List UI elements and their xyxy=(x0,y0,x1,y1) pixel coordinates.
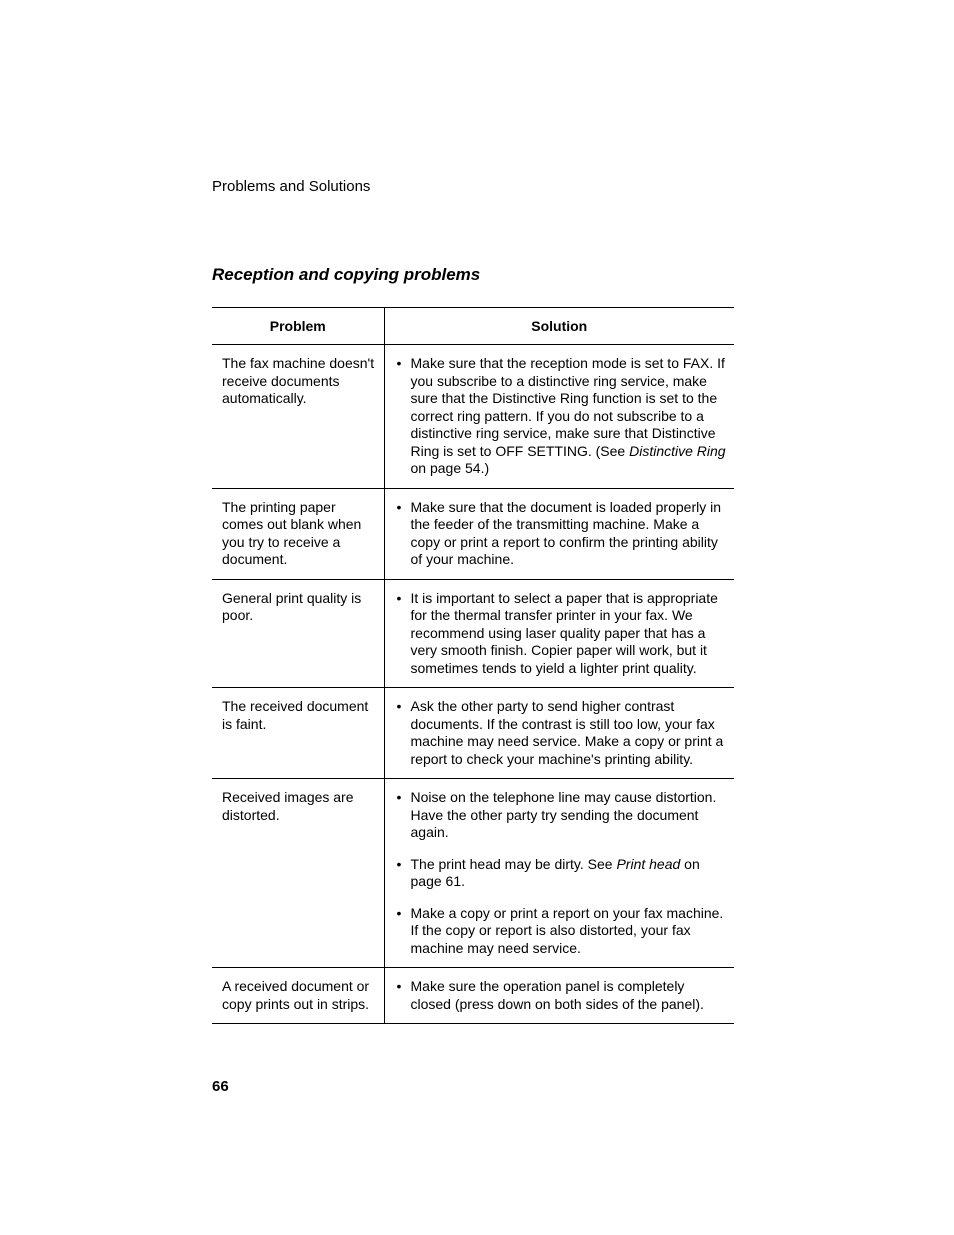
solution-cell: Make sure that the document is loaded pr… xyxy=(384,488,734,579)
solution-cell: Make sure the operation panel is complet… xyxy=(384,968,734,1024)
solution-item: Noise on the telephone line may cause di… xyxy=(395,789,727,842)
problem-cell: The fax machine doesn't receive document… xyxy=(212,345,384,489)
problem-cell: The printing paper comes out blank when … xyxy=(212,488,384,579)
solution-cell: Make sure that the reception mode is set… xyxy=(384,345,734,489)
solution-cell: Ask the other party to send higher contr… xyxy=(384,688,734,779)
table-row: The printing paper comes out blank when … xyxy=(212,488,734,579)
breadcrumb: Problems and Solutions xyxy=(212,178,742,195)
section-title: Reception and copying problems xyxy=(212,265,742,285)
solution-item: Make sure that the document is loaded pr… xyxy=(395,499,727,569)
solution-item: Make sure the operation panel is complet… xyxy=(395,978,727,1013)
table-row: The received document is faint.Ask the o… xyxy=(212,688,734,779)
document-page: Problems and Solutions Reception and cop… xyxy=(0,0,954,1235)
solution-item: It is important to select a paper that i… xyxy=(395,590,727,678)
solution-item: Ask the other party to send higher contr… xyxy=(395,698,727,768)
table-row: Received images are distorted.Noise on t… xyxy=(212,779,734,968)
solution-item: Make a copy or print a report on your fa… xyxy=(395,905,727,958)
problem-cell: General print quality is poor. xyxy=(212,579,384,688)
italic-text: Distinctive Ring xyxy=(629,443,725,459)
solution-cell: It is important to select a paper that i… xyxy=(384,579,734,688)
problem-cell: The received document is faint. xyxy=(212,688,384,779)
troubleshoot-table: Problem Solution The fax machine doesn't… xyxy=(212,307,734,1024)
table-row: The fax machine doesn't receive document… xyxy=(212,345,734,489)
page-number: 66 xyxy=(212,1078,229,1095)
solution-item: Make sure that the reception mode is set… xyxy=(395,355,727,478)
table-row: General print quality is poor.It is impo… xyxy=(212,579,734,688)
problem-cell: Received images are distorted. xyxy=(212,779,384,968)
solution-item: The print head may be dirty. See Print h… xyxy=(395,856,727,891)
solution-cell: Noise on the telephone line may cause di… xyxy=(384,779,734,968)
problem-cell: A received document or copy prints out i… xyxy=(212,968,384,1024)
table-header-problem: Problem xyxy=(212,308,384,345)
table-row: A received document or copy prints out i… xyxy=(212,968,734,1024)
table-header-solution: Solution xyxy=(384,308,734,345)
italic-text: Print head xyxy=(616,856,680,872)
